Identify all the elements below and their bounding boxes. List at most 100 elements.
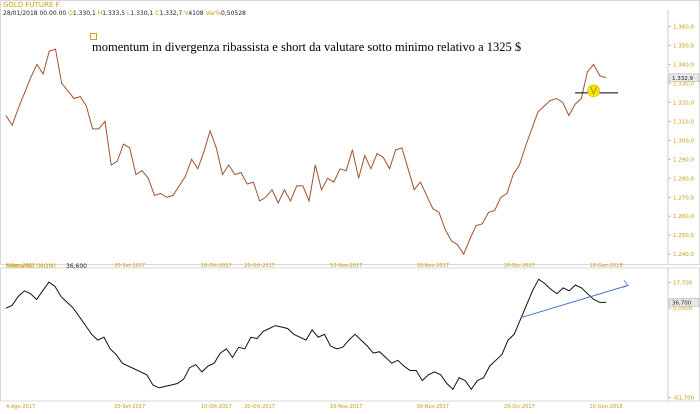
momentum-point bbox=[422, 380, 423, 381]
momentum-x-tick-label: 20-Dic-2017 bbox=[504, 404, 535, 410]
price-point bbox=[73, 98, 75, 99]
momentum-point bbox=[593, 299, 595, 300]
momentum-panel-frame bbox=[0, 267, 700, 402]
price-point bbox=[401, 147, 403, 149]
momentum-point bbox=[201, 371, 203, 373]
last-price-tag bbox=[668, 73, 700, 83]
price-point bbox=[222, 174, 223, 175]
price-point bbox=[154, 195, 155, 196]
price-point bbox=[166, 197, 168, 198]
momentum-point bbox=[36, 299, 37, 300]
momentum-point bbox=[526, 305, 527, 306]
annotation-marker bbox=[90, 33, 97, 40]
price-point bbox=[587, 71, 588, 73]
momentum-point bbox=[60, 296, 62, 297]
price-point bbox=[172, 195, 174, 196]
trendline-arrowhead bbox=[622, 280, 629, 288]
momentum-point bbox=[324, 334, 325, 335]
momentum-point bbox=[471, 389, 472, 390]
price-y-tick-label: 1.280,0 bbox=[673, 176, 694, 182]
volume-value: 4108 bbox=[188, 10, 204, 17]
price-point bbox=[339, 168, 341, 170]
momentum-point bbox=[238, 347, 239, 348]
momentum-point bbox=[164, 386, 166, 387]
divergence-trendline bbox=[520, 284, 629, 319]
momentum-point bbox=[128, 365, 129, 367]
price-point bbox=[605, 77, 607, 78]
momentum-point bbox=[5, 307, 7, 309]
price-point bbox=[104, 121, 106, 122]
annotation-text: momentum in divergenza ribassista e shor… bbox=[92, 40, 522, 54]
price-point bbox=[160, 193, 161, 194]
momentum-point bbox=[513, 334, 515, 335]
price-point bbox=[209, 130, 211, 132]
high-key: H bbox=[97, 10, 103, 17]
price-point bbox=[599, 75, 601, 77]
price-point bbox=[352, 149, 353, 151]
price-point bbox=[562, 102, 563, 103]
momentum-point bbox=[385, 357, 386, 358]
price-point bbox=[290, 200, 291, 202]
price-point bbox=[512, 174, 514, 175]
price-point bbox=[581, 98, 582, 99]
momentum-point bbox=[452, 389, 454, 390]
momentum-point bbox=[42, 290, 43, 292]
price-point bbox=[438, 212, 440, 213]
momentum-point bbox=[495, 360, 497, 361]
price-point bbox=[463, 253, 465, 255]
indicator-value: 36,600 bbox=[66, 263, 87, 270]
highlight-check bbox=[590, 86, 597, 95]
price-point bbox=[333, 181, 335, 183]
momentum-point bbox=[348, 339, 350, 341]
momentum-point bbox=[366, 345, 368, 347]
price-point bbox=[364, 155, 366, 156]
momentum-point bbox=[587, 293, 588, 295]
momentum-point bbox=[581, 287, 582, 289]
price-point bbox=[18, 107, 19, 109]
price-y-tick-label: 1.260,0 bbox=[673, 214, 694, 220]
momentum-point bbox=[11, 305, 13, 306]
momentum-point bbox=[109, 348, 111, 350]
price-point bbox=[550, 100, 551, 101]
momentum-point bbox=[440, 374, 442, 376]
price-point bbox=[327, 178, 328, 179]
momentum-point bbox=[489, 365, 491, 367]
momentum-point bbox=[30, 293, 31, 295]
momentum-point bbox=[244, 348, 246, 350]
price-y-tick-label: 1.290,0 bbox=[673, 157, 694, 163]
momentum-point bbox=[317, 336, 319, 338]
last-momentum-tag bbox=[668, 298, 700, 307]
momentum-x-tick-label: 10-Nov-2017 bbox=[330, 404, 362, 410]
price-point bbox=[265, 197, 267, 198]
price-y-tick-label: 1.350,0 bbox=[673, 43, 694, 49]
price-point bbox=[246, 183, 248, 185]
momentum-point bbox=[360, 339, 362, 341]
momentum-point bbox=[134, 368, 135, 370]
momentum-point bbox=[17, 296, 19, 297]
momentum-point bbox=[103, 336, 105, 338]
last-price-label: 1.332,9 bbox=[672, 76, 693, 82]
momentum-point bbox=[91, 334, 92, 335]
momentum-point bbox=[544, 283, 546, 284]
price-point bbox=[92, 128, 93, 130]
price-point bbox=[271, 189, 273, 190]
highlight-marker bbox=[587, 84, 600, 98]
momentum-point bbox=[79, 316, 80, 318]
price-point bbox=[494, 210, 496, 211]
price-point bbox=[482, 223, 483, 225]
price-point bbox=[457, 244, 458, 245]
momentum-point bbox=[189, 367, 190, 368]
price-point bbox=[432, 208, 434, 209]
price-series-line bbox=[5, 48, 607, 256]
high-value: 1.333,5 bbox=[102, 10, 126, 17]
price-point bbox=[426, 195, 427, 196]
price-point bbox=[129, 147, 130, 149]
price-x-tick-label: 20-Ott-2017 bbox=[244, 263, 275, 269]
price-point bbox=[191, 159, 192, 160]
momentum-point bbox=[140, 371, 141, 373]
price-point bbox=[98, 128, 100, 130]
momentum-point bbox=[373, 352, 374, 354]
price-point bbox=[506, 193, 508, 194]
momentum-point bbox=[195, 364, 197, 366]
